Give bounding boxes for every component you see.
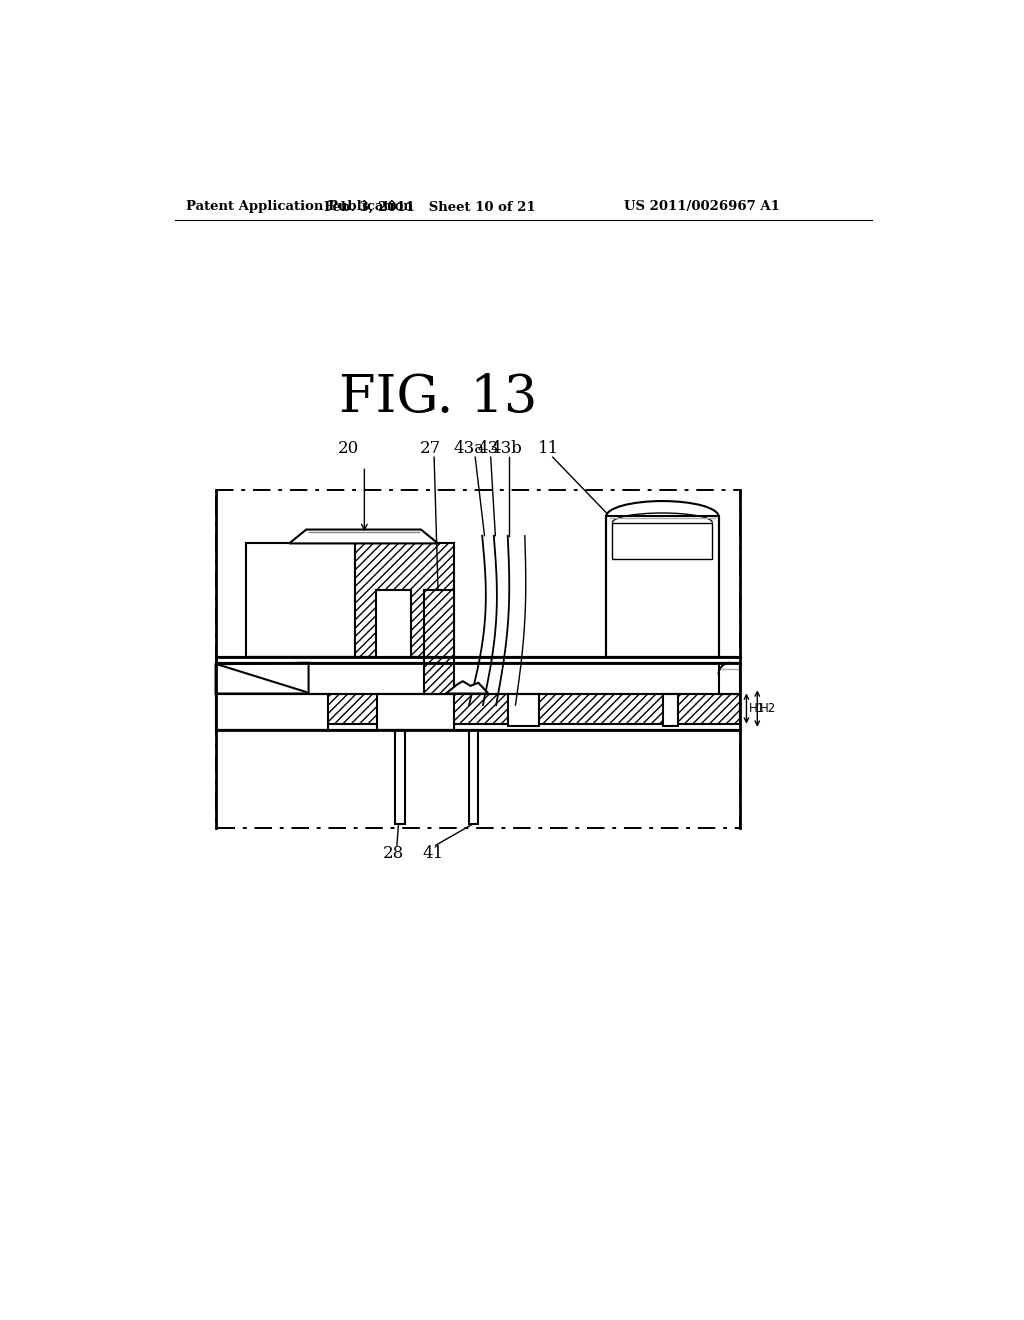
Text: 43b: 43b <box>490 440 522 457</box>
Bar <box>424 590 454 693</box>
Polygon shape <box>445 681 488 693</box>
Text: H2: H2 <box>760 702 776 715</box>
Bar <box>395 730 404 825</box>
Text: 41: 41 <box>422 845 443 862</box>
Bar <box>216 490 740 829</box>
Bar <box>216 693 740 725</box>
Bar <box>246 544 355 656</box>
Bar <box>355 544 454 656</box>
Text: H1: H1 <box>749 702 765 715</box>
Text: 11: 11 <box>539 440 559 457</box>
Text: FIG. 13: FIG. 13 <box>339 372 538 422</box>
Bar <box>377 693 454 730</box>
Bar <box>469 730 478 825</box>
Text: 27: 27 <box>420 440 441 457</box>
Polygon shape <box>216 663 308 693</box>
Bar <box>216 693 328 730</box>
Bar <box>612 523 713 558</box>
Text: 43a: 43a <box>454 440 484 457</box>
Bar <box>719 663 740 693</box>
Bar <box>606 516 719 656</box>
Text: US 2011/0026967 A1: US 2011/0026967 A1 <box>624 201 780 214</box>
Text: 28: 28 <box>383 845 404 862</box>
Polygon shape <box>289 529 438 544</box>
Text: Feb. 3, 2011   Sheet 10 of 21: Feb. 3, 2011 Sheet 10 of 21 <box>325 201 536 214</box>
Bar <box>376 590 411 656</box>
Bar <box>663 693 678 726</box>
Text: 20: 20 <box>338 440 359 457</box>
Text: 43: 43 <box>478 440 499 457</box>
Text: Patent Application Publication: Patent Application Publication <box>186 201 413 214</box>
Bar <box>508 693 539 726</box>
